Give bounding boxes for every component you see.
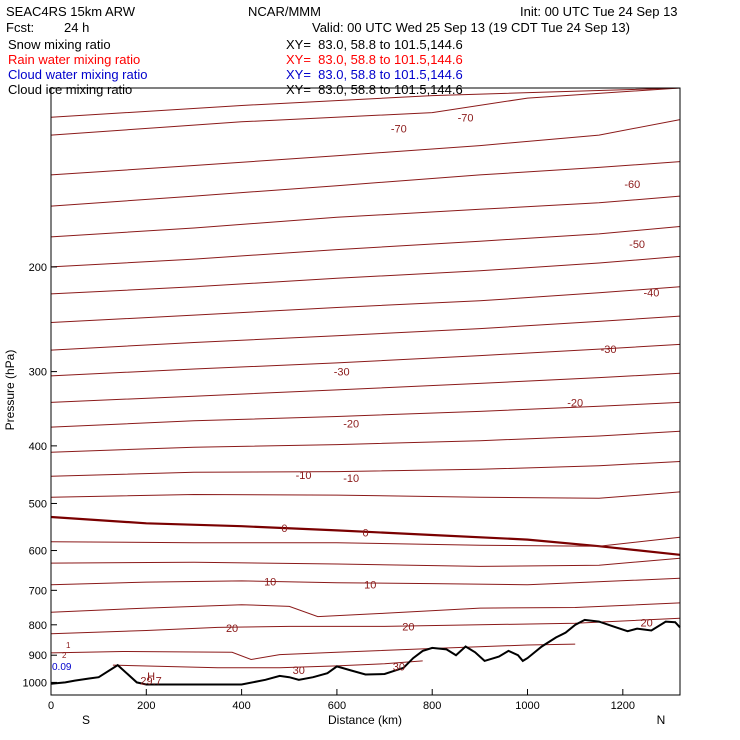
valid-time: Valid: 00 UTC Wed 25 Sep 13 (19 CDT Tue … — [312, 20, 630, 35]
y-tick-label: 1000 — [23, 677, 47, 689]
isotherm-line — [50, 255, 681, 295]
small-contour-label: 2 — [62, 651, 67, 660]
field-snow-xy: XY= 83.0, 58.8 to 101.5,144.6 — [286, 37, 463, 52]
y-tick-label: 800 — [29, 620, 47, 632]
x-tick-label: 200 — [137, 700, 155, 712]
isotherm-line — [50, 315, 681, 351]
y-tick-label: 500 — [29, 498, 47, 510]
isotherm-line — [50, 430, 681, 453]
isotherm-layer — [50, 87, 681, 669]
field-rain-label: Rain water mixing ratio — [8, 52, 141, 67]
y-tick-label: 300 — [29, 367, 47, 379]
isotherm-line — [50, 577, 681, 586]
isotherm-line — [50, 372, 681, 403]
contour-label: -10 — [343, 473, 359, 485]
contour-label: 20 — [226, 623, 238, 635]
contour-label: -20 — [343, 419, 359, 431]
model-name: SEAC4RS 15km ARW — [6, 4, 136, 19]
isotherm-line — [50, 617, 681, 635]
contour-label: 0 — [281, 523, 287, 535]
cloud-water-value: 0.09 — [52, 662, 72, 673]
x-tick-label: 800 — [423, 700, 441, 712]
contour-label-layer: H29.7 30 30 20 -10 -10 -20 -20 -30 -30 -40 -50 -60 -7… — [140, 112, 659, 687]
plot-frame — [50, 87, 681, 696]
isotherm-line — [50, 87, 681, 118]
field-snow-label: Snow mixing ratio — [8, 37, 111, 52]
isotherm-line — [50, 87, 681, 136]
x-end-label-north: N — [657, 713, 666, 727]
x-tick-label: 400 — [232, 700, 250, 712]
field-cloudwater-xy: XY= 83.0, 58.8 to 101.5,144.6 — [286, 67, 463, 82]
isotherm-line — [50, 119, 681, 176]
contour-label: -70 — [458, 112, 474, 124]
isotherm-line — [50, 643, 576, 661]
contour-label: -30 — [334, 367, 350, 379]
x-axis-label: Distance (km) — [328, 713, 402, 727]
contour-label: 20 — [641, 618, 653, 630]
isotherm-line — [50, 226, 681, 268]
y-tick-label: 900 — [29, 650, 47, 662]
y-tick-label: 400 — [29, 441, 47, 453]
contour-label: -40 — [643, 288, 659, 300]
isotherm-line — [50, 536, 681, 547]
isotherm-line — [50, 461, 681, 477]
field-cloudwater-label: Cloud water mixing ratio — [8, 67, 148, 82]
small-contour-label: 1 — [66, 641, 71, 650]
contour-label: 29.7 — [140, 675, 161, 687]
x-tick-label: 1000 — [515, 700, 539, 712]
contour-label: 20 — [402, 621, 414, 633]
zero-isotherm-line — [50, 515, 681, 556]
isotherm-line — [50, 343, 681, 377]
contour-label: 10 — [364, 579, 376, 591]
contour-label: -20 — [567, 397, 583, 409]
contour-label: H — [147, 671, 155, 683]
y-tick-label: 700 — [29, 585, 47, 597]
isotherm-line — [50, 401, 681, 428]
contour-label: -10 — [296, 470, 312, 482]
isotherm-line — [50, 161, 681, 207]
forecast-label: Fcst: — [6, 20, 35, 35]
terrain-profile-line — [50, 618, 681, 686]
terrain-layer — [50, 618, 681, 686]
x-tick-label: 600 — [328, 700, 346, 712]
field-cloudice-xy: XY= 83.0, 58.8 to 101.5,144.6 — [286, 82, 463, 97]
contour-label: -70 — [391, 124, 407, 136]
contour-label: -50 — [629, 239, 645, 251]
axes-layer: 0 200 400 600 800 1000 12002003004005006007008… — [23, 262, 636, 712]
contour-label: 30 — [393, 661, 405, 673]
y-tick-label: 200 — [29, 262, 47, 274]
isotherm-line — [50, 557, 681, 567]
contour-label: -60 — [624, 179, 640, 191]
contour-label: -30 — [601, 344, 617, 356]
y-tick-label: 600 — [29, 546, 47, 558]
organization: NCAR/MMM — [248, 4, 321, 19]
contour-label: 10 — [264, 577, 276, 589]
y-axis-label: Pressure (hPa) — [3, 350, 17, 431]
isotherm-line — [50, 195, 681, 238]
contour-label: 30 — [293, 665, 305, 677]
x-tick-label: 0 — [48, 700, 54, 712]
x-tick-label: 1200 — [611, 700, 635, 712]
init-time: Init: 00 UTC Tue 24 Sep 13 — [520, 4, 678, 19]
isotherm-line — [50, 286, 681, 323]
x-end-label-south: S — [82, 713, 90, 727]
isotherm-line — [50, 602, 681, 618]
forecast-hour: 24 h — [64, 20, 90, 35]
field-rain-xy: XY= 83.0, 58.8 to 101.5,144.6 — [286, 52, 463, 67]
isotherm-line — [112, 660, 423, 669]
field-cloudice-label: Cloud ice mixing ratio — [8, 82, 133, 97]
isotherm-line — [50, 491, 681, 499]
contour-label: 0 — [362, 527, 368, 539]
